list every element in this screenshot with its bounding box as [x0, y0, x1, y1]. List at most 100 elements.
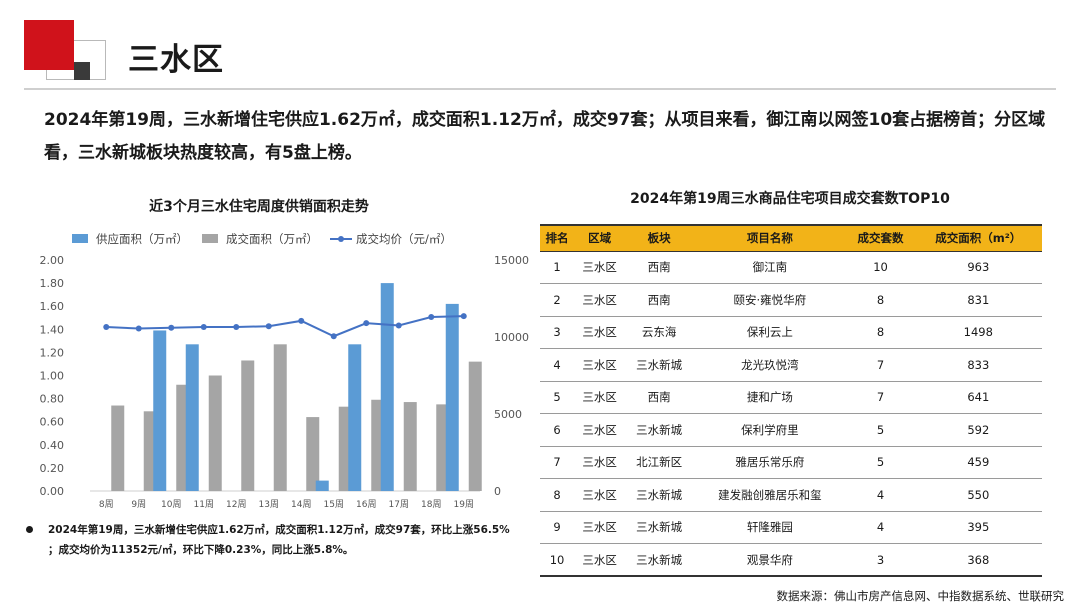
sales-bar: [208, 375, 222, 491]
price-point: [428, 313, 435, 320]
price-point: [265, 323, 272, 330]
y-right-tick-label: 5000: [494, 408, 522, 421]
y-left-tick-label: 0.40: [40, 439, 65, 452]
table-header-row: 排名 区域 板块 项目名称 成交套数 成交面积（m²）: [540, 224, 1042, 252]
table-cell: 368: [914, 543, 1042, 577]
table-cell: 三水新城: [625, 478, 694, 512]
legend-label: 供应面积（万㎡）: [96, 232, 188, 246]
table-cell: 保利云上: [693, 316, 847, 349]
supply-bar: [348, 344, 362, 491]
table-cell: 459: [914, 446, 1042, 479]
table-cell: 10: [540, 543, 575, 577]
y-left-tick-label: 1.60: [40, 300, 65, 313]
sales-bar: [273, 344, 287, 491]
price-point: [168, 324, 175, 331]
table-cell: 7: [540, 446, 575, 479]
x-tick-label: 8周: [99, 499, 114, 510]
price-point: [395, 322, 402, 329]
table-row: 9 三水区 三水新城 轩隆雅园 4 395: [540, 511, 1042, 544]
table-body: 1 三水区 西南 御江南 10 963 2 三水区 西南 颐安·雍悦华府 8 831 3 三水区 云东海 保利…: [540, 251, 1042, 577]
y-right-tick-label: 15000: [494, 254, 529, 267]
table-cell: 8: [846, 283, 915, 317]
table-cell: 西南: [625, 251, 694, 284]
page-title: 三水区: [128, 42, 224, 78]
sales-bar: [403, 402, 417, 491]
table-row: 4 三水区 三水新城 龙光玖悦湾 7 833: [540, 348, 1042, 382]
table-cell: 8: [540, 478, 575, 512]
y-left-tick-label: 2.00: [40, 254, 65, 267]
x-tick-label: 10周: [161, 499, 181, 510]
y-left-tick-label: 0.80: [40, 393, 65, 406]
table-cell: 592: [914, 413, 1042, 447]
table-cell: 北江新区: [625, 446, 694, 479]
table-cell: 4: [846, 478, 915, 512]
table-cell: 三水区: [574, 283, 626, 317]
table-cell: 三水区: [574, 316, 626, 349]
table-cell: 7: [846, 348, 915, 382]
summary-text: 2024年第19周，三水新增住宅供应1.62万㎡，成交面积1.12万㎡，成交97…: [44, 110, 1046, 163]
x-tick-label: 11周: [194, 499, 214, 510]
table-cell: 5: [846, 413, 915, 447]
supply-bar: [185, 344, 199, 491]
price-point: [298, 317, 305, 324]
table-cell: 御江南: [693, 251, 847, 284]
sales-bar: [306, 417, 320, 491]
table-header-cell: 成交面积（m²）: [914, 224, 1042, 252]
legend-sales-swatch: [202, 234, 218, 243]
x-tick-label: 17周: [389, 499, 409, 510]
price-point: [363, 320, 370, 327]
table-cell: 2: [540, 283, 575, 317]
legend-supply-swatch: [72, 234, 88, 243]
table-cell: 保利学府里: [693, 413, 847, 447]
table-cell: 轩隆雅园: [693, 511, 847, 544]
table-cell: 三水区: [574, 348, 626, 382]
y-left-tick-label: 1.80: [40, 277, 65, 290]
supply-bar: [445, 303, 459, 491]
price-line: [106, 315, 464, 338]
table-title: 2024年第19周三水商品住宅项目成交套数TOP10: [630, 191, 950, 207]
table-cell: 831: [914, 283, 1042, 317]
table-cell: 550: [914, 478, 1042, 512]
y-right-tick-label: 0: [494, 485, 501, 498]
table-cell: 4: [540, 348, 575, 382]
logo-red-block: [24, 20, 74, 70]
logo-dark-block: [74, 62, 90, 80]
table-cell: 三水区: [574, 478, 626, 512]
price-point: [330, 333, 337, 340]
x-tick-label: 12周: [226, 499, 246, 510]
y-right-tick-label: 10000: [494, 331, 529, 344]
chart-note-line1: 2024年第19周，三水新增住宅供应1.62万㎡，成交面积1.12万㎡，成交97…: [48, 524, 510, 536]
table-row: 6 三水区 三水新城 保利学府里 5 592: [540, 413, 1042, 447]
table-row: 7 三水区 北江新区 雅居乐常乐府 5 459: [540, 446, 1042, 479]
y-left-tick-label: 1.20: [40, 346, 65, 359]
table-cell: 三水区: [574, 251, 626, 284]
table-cell: 西南: [625, 283, 694, 317]
table-cell: 三水新城: [625, 511, 694, 544]
table-cell: 建发融创雅居乐和玺: [693, 478, 847, 512]
price-point: [460, 313, 467, 320]
table-header-cell: 成交套数: [846, 224, 915, 252]
table-cell: 三水区: [574, 381, 626, 414]
sales-bar: [241, 360, 255, 491]
table-cell: 395: [914, 511, 1042, 544]
x-tick-label: 14周: [291, 499, 311, 510]
top10-table: 排名 区域 板块 项目名称 成交套数 成交面积（m²） 1 三水区 西南 御江南 10 963 2 三水…: [540, 224, 1042, 577]
x-tick-label: 16周: [356, 499, 376, 510]
x-tick-label: 15周: [324, 499, 344, 510]
table-row: 1 三水区 西南 御江南 10 963: [540, 251, 1042, 284]
price-point: [135, 325, 142, 332]
table-cell: 3: [846, 543, 915, 577]
chart-title: 近3个月三水住宅周度供销面积走势: [149, 199, 369, 215]
table-cell: 4: [846, 511, 915, 544]
table-cell: 三水区: [574, 413, 626, 447]
supply-sales-chart: 0.00 0.20 0.40 0.60 0.80 1.00 1.20 1.40 1.60 1.80…: [40, 232, 530, 510]
table-cell: 10: [846, 251, 915, 284]
table-header-cell: 板块: [625, 224, 694, 252]
legend-label: 成交面积（万㎡）: [226, 232, 318, 246]
sales-bar: [468, 361, 482, 491]
table-row: 10 三水区 三水新城 观景华府 3 368: [540, 543, 1042, 577]
title-divider: [24, 88, 1056, 90]
y-left-tick-label: 0.00: [40, 485, 65, 498]
table-row: 8 三水区 三水新城 建发融创雅居乐和玺 4 550: [540, 478, 1042, 512]
supply-bar: [315, 480, 329, 491]
